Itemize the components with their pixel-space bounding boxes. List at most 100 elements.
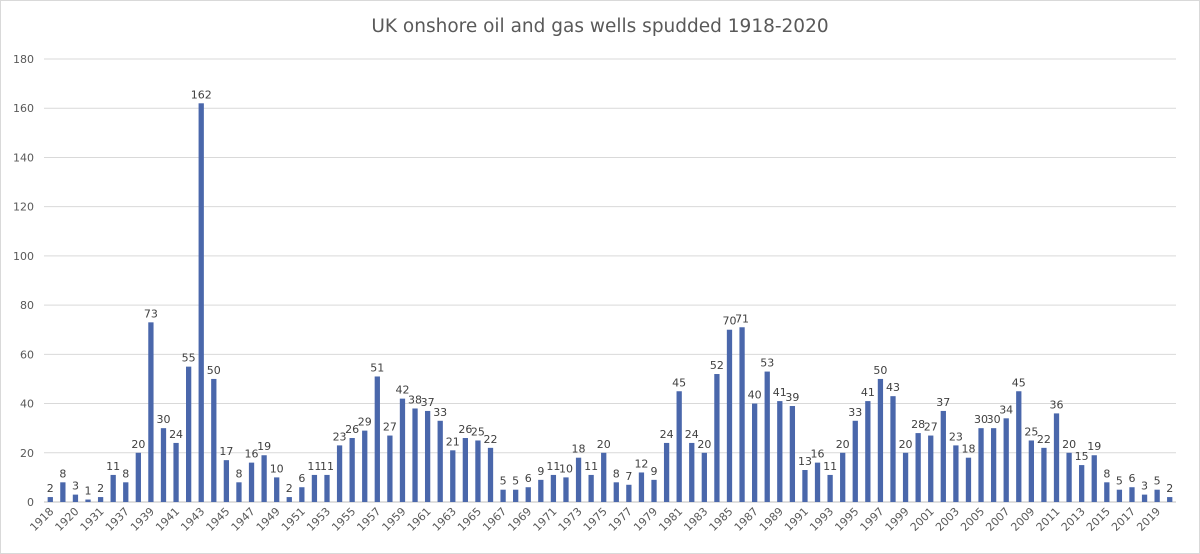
- x-tick-label: 1999: [883, 505, 912, 534]
- data-label: 24: [660, 428, 674, 441]
- data-label: 50: [207, 364, 221, 377]
- x-tick-label: 1983: [681, 505, 710, 534]
- x-tick-label: 1941: [153, 505, 182, 534]
- bar: [462, 438, 468, 502]
- bar: [890, 396, 896, 502]
- data-label: 26: [345, 423, 359, 436]
- bar: [789, 406, 796, 502]
- data-label: 11: [307, 460, 321, 473]
- data-label: 8: [59, 467, 66, 480]
- data-label: 41: [773, 386, 787, 399]
- data-label: 6: [525, 472, 532, 485]
- x-tick-label: 1981: [656, 505, 685, 534]
- data-label: 162: [191, 88, 212, 101]
- chart-title: UK onshore oil and gas wells spudded 191…: [371, 16, 829, 37]
- bar: [236, 482, 242, 502]
- y-tick-label: 80: [20, 299, 34, 312]
- data-label: 1: [85, 485, 92, 498]
- data-label: 11: [584, 460, 598, 473]
- data-label: 8: [613, 467, 620, 480]
- data-label: 45: [672, 376, 686, 389]
- data-label: 30: [974, 413, 988, 426]
- x-tick-label: 1918: [27, 505, 56, 534]
- bar: [1141, 494, 1148, 502]
- bar: [1167, 497, 1173, 502]
- data-label: 9: [537, 465, 544, 478]
- bar: [550, 474, 557, 502]
- bar: [852, 420, 858, 502]
- bar: [814, 462, 821, 502]
- data-label: 20: [899, 438, 913, 451]
- data-label: 20: [131, 438, 145, 451]
- x-tick-label: 1991: [782, 505, 811, 534]
- data-label: 40: [748, 389, 762, 402]
- x-tick-label: 2011: [1034, 505, 1063, 534]
- data-label: 6: [298, 472, 305, 485]
- bar: [701, 452, 707, 502]
- bar: [123, 482, 129, 502]
- x-tick-label: 1989: [757, 505, 786, 534]
- bar: [299, 487, 305, 502]
- bar: [902, 452, 909, 502]
- x-tick-label: 1957: [354, 505, 383, 534]
- bar: [1154, 489, 1160, 502]
- data-label: 34: [999, 403, 1013, 416]
- data-label: 30: [987, 413, 1001, 426]
- bar: [349, 438, 355, 502]
- data-label: 23: [333, 430, 347, 443]
- bar: [47, 497, 53, 502]
- bar: [223, 460, 230, 502]
- data-label: 20: [597, 438, 611, 451]
- data-label: 24: [685, 428, 699, 441]
- bar: [513, 489, 519, 502]
- bar: [399, 398, 406, 502]
- bar: [563, 477, 569, 502]
- x-tick-label: 1959: [380, 505, 409, 534]
- data-label: 18: [572, 443, 586, 456]
- x-tick-label: 1961: [405, 505, 434, 534]
- x-tick-label: 2009: [1008, 505, 1037, 534]
- bar: [575, 457, 582, 502]
- data-label: 26: [458, 423, 472, 436]
- data-label: 55: [182, 352, 196, 365]
- y-tick-label: 100: [13, 250, 34, 263]
- bar: [211, 378, 217, 502]
- bar: [135, 452, 141, 502]
- data-label: 15: [1075, 450, 1089, 463]
- data-label: 5: [1116, 475, 1123, 488]
- data-label: 20: [1062, 438, 1076, 451]
- y-tick-label: 0: [27, 496, 34, 509]
- y-axis: 0 20 40 60 80 100 120 140 160 180: [13, 53, 34, 509]
- bar: [689, 442, 695, 502]
- data-label: 6: [1128, 472, 1135, 485]
- data-label: 38: [408, 393, 422, 406]
- bar: [424, 410, 431, 502]
- x-tick-label: 2019: [1134, 505, 1163, 534]
- data-label: 17: [219, 445, 233, 458]
- data-label: 52: [710, 359, 724, 372]
- data-label: 30: [156, 413, 170, 426]
- bar: [72, 494, 79, 502]
- bar: [324, 474, 330, 502]
- x-tick-label: 1975: [581, 505, 610, 534]
- x-tick-label: 2003: [933, 505, 962, 534]
- data-label: 73: [144, 307, 158, 320]
- bar: [387, 435, 393, 502]
- bar: [638, 472, 645, 502]
- x-tick-label: 2005: [958, 505, 987, 534]
- bars: [47, 103, 1173, 503]
- x-tick-label: 1951: [279, 505, 308, 534]
- data-labels: 283 1 211820733024551625017816191026111123…: [47, 88, 1173, 497]
- y-tick-label: 20: [20, 447, 34, 460]
- bar: [915, 433, 921, 502]
- data-label: 43: [886, 381, 900, 394]
- x-tick-label: 1993: [807, 505, 836, 534]
- data-label: 3: [1141, 480, 1148, 493]
- data-label: 7: [625, 470, 632, 483]
- bar: [274, 477, 280, 502]
- bar: [475, 440, 481, 502]
- bar: [726, 329, 733, 502]
- bar: [374, 376, 380, 502]
- bar: [676, 391, 682, 502]
- bar: [714, 374, 720, 502]
